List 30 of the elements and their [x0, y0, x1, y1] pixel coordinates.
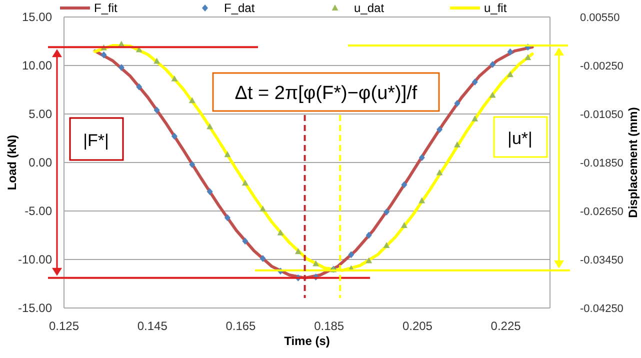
- y2-tick-label: -0.04250: [580, 302, 624, 315]
- y-tick-label: 0.00: [28, 156, 52, 170]
- y-tick-label: -10.00: [18, 252, 52, 267]
- legend-label: u_dat: [354, 1, 385, 16]
- x-tick-label: 0.145: [137, 319, 168, 333]
- legend-label: u_fit: [484, 1, 508, 16]
- legend-label: F_dat: [224, 1, 256, 16]
- y-axis-title: Load (kN): [5, 134, 19, 190]
- x-axis-title: Time (s): [284, 334, 330, 348]
- x-tick-label: 0.165: [226, 319, 256, 333]
- x-tick-label: 0.225: [490, 319, 522, 333]
- x-tick-label: 0.185: [314, 319, 344, 333]
- y2-tick-label: -0.01050: [580, 108, 624, 121]
- x-tick-label: 0.205: [402, 319, 433, 333]
- y2-tick-label: -0.02650: [580, 206, 624, 218]
- y-tick-label: -15.00: [18, 301, 52, 316]
- y-tick-label: -5.00: [24, 204, 52, 218]
- y-tick-label: 5.00: [28, 107, 52, 122]
- y2-tick-label: 0.00550: [580, 12, 620, 24]
- y-tick-label: 15.00: [22, 10, 52, 24]
- y2-tick-label: -0.01850: [580, 157, 624, 170]
- annotation: Δt = 2π[φ(F*)−φ(u*)]/f: [234, 83, 418, 104]
- y-tick-label: 10.00: [22, 58, 52, 73]
- annotation: |F*|: [83, 131, 109, 150]
- legend-label: F_fit: [94, 1, 118, 16]
- y2-axis-title: Displacement (mm): [626, 107, 640, 218]
- y2-tick-label: -0.00250: [580, 60, 624, 72]
- x-tick-label: 0.125: [48, 319, 80, 333]
- annotation: |u*|: [508, 129, 532, 148]
- y2-tick-label: -0.03450: [580, 254, 624, 266]
